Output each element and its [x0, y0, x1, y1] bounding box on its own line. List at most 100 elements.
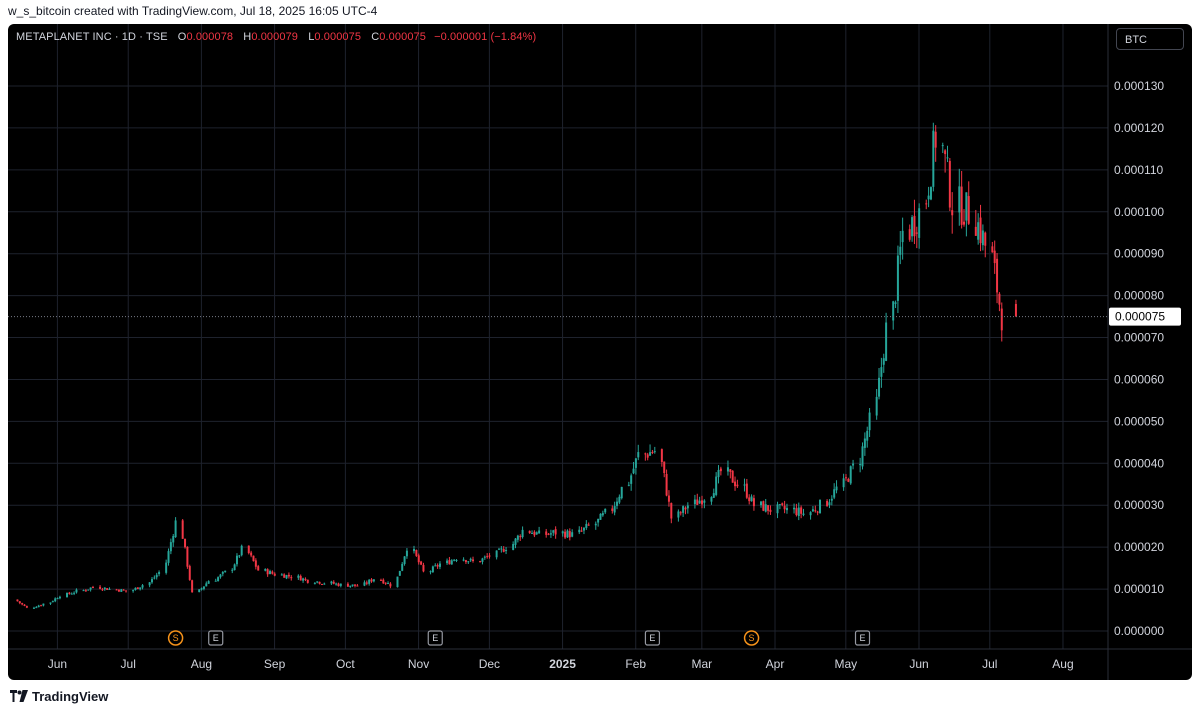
candle-body	[503, 549, 505, 552]
candle	[548, 533, 550, 535]
candle-body	[699, 501, 701, 504]
candle	[49, 602, 51, 605]
candle	[151, 577, 153, 584]
candle	[942, 143, 944, 153]
candle	[864, 432, 866, 456]
candle-body	[238, 555, 240, 556]
candle-body	[798, 508, 800, 516]
candle-body	[786, 508, 788, 510]
candle-body	[800, 507, 802, 513]
candle	[250, 551, 252, 557]
candle-body	[66, 593, 68, 597]
candle	[271, 570, 273, 574]
candle-body	[255, 560, 257, 566]
candle	[1015, 300, 1017, 317]
candle	[198, 589, 200, 592]
candle	[710, 496, 712, 505]
candle-body	[68, 593, 70, 594]
candle	[120, 589, 122, 592]
candle	[800, 505, 802, 518]
candle	[944, 149, 946, 172]
candle	[552, 530, 554, 536]
chart-panel[interactable]: 0.000130 0.000120 0.000110 0.000100 0.000090…	[8, 24, 1192, 680]
candle-body	[859, 464, 861, 465]
candle	[581, 527, 583, 532]
candle-body	[845, 477, 847, 478]
candle-body	[522, 530, 524, 537]
candle	[248, 545, 250, 554]
candle	[531, 530, 533, 534]
candle-body	[777, 504, 779, 513]
x-tick-label: Jul	[982, 657, 997, 671]
candle-body	[795, 508, 797, 515]
candle	[843, 474, 845, 491]
candle-body	[297, 576, 299, 578]
candle-body	[241, 546, 243, 555]
candle-body	[836, 487, 838, 491]
candle-body	[354, 584, 356, 585]
candle	[694, 495, 696, 509]
candle-body	[651, 452, 653, 453]
candle-body	[172, 536, 174, 542]
candle-body	[595, 524, 597, 526]
currency-selector[interactable]: BTC	[1116, 28, 1184, 50]
candle	[92, 586, 94, 588]
candle	[286, 575, 288, 579]
candle	[189, 565, 191, 581]
candle-body	[319, 582, 321, 584]
candle	[87, 590, 89, 591]
candlestick-chart[interactable]: 0.000130 0.000120 0.000110 0.000100 0.000090…	[8, 24, 1192, 680]
candle	[340, 583, 342, 587]
candle	[484, 555, 486, 559]
y-tick-label: 0.000080	[1114, 289, 1164, 303]
candle	[186, 546, 188, 569]
candle-body	[649, 452, 651, 456]
candle-body	[73, 593, 75, 594]
candle-body	[283, 574, 285, 577]
candle-body	[24, 605, 26, 606]
candle	[215, 579, 217, 582]
candle	[734, 477, 736, 491]
candle-body	[767, 505, 769, 511]
candle-body	[368, 580, 370, 584]
candle-body	[965, 192, 967, 220]
candle-body	[422, 565, 424, 571]
candle-body	[75, 590, 77, 593]
candle-body	[951, 210, 953, 215]
x-tick-label: Jul	[121, 657, 136, 671]
candle-body	[958, 186, 960, 212]
y-tick-label: 0.000120	[1114, 121, 1164, 135]
candle-body	[333, 582, 335, 584]
candle-body	[784, 506, 786, 510]
candle-body	[439, 564, 441, 567]
candle	[720, 467, 722, 476]
candle-body	[599, 514, 601, 520]
candle-body	[134, 588, 136, 590]
candle	[670, 503, 672, 524]
candle-body	[991, 246, 993, 252]
candle-body	[628, 485, 630, 486]
candle-body	[654, 451, 656, 452]
candle-body	[52, 601, 54, 602]
candle-body	[637, 452, 639, 457]
candle	[965, 192, 967, 236]
candle-body	[125, 590, 127, 591]
candle	[635, 458, 637, 475]
x-tick-label: Nov	[408, 657, 429, 671]
candle	[555, 526, 557, 538]
candle	[621, 487, 623, 500]
candle	[958, 169, 960, 226]
candle	[852, 460, 854, 469]
candle-body	[751, 496, 753, 501]
y-tick-label: 0.000130	[1114, 79, 1164, 93]
candle	[59, 596, 61, 600]
candle-body	[463, 560, 465, 561]
candle-body	[137, 587, 139, 589]
candle	[288, 572, 290, 578]
candle	[137, 587, 139, 589]
candle-body	[793, 508, 795, 510]
candle	[399, 571, 401, 576]
candle-body	[548, 534, 550, 535]
candle-body	[529, 531, 531, 533]
candle	[977, 213, 979, 244]
